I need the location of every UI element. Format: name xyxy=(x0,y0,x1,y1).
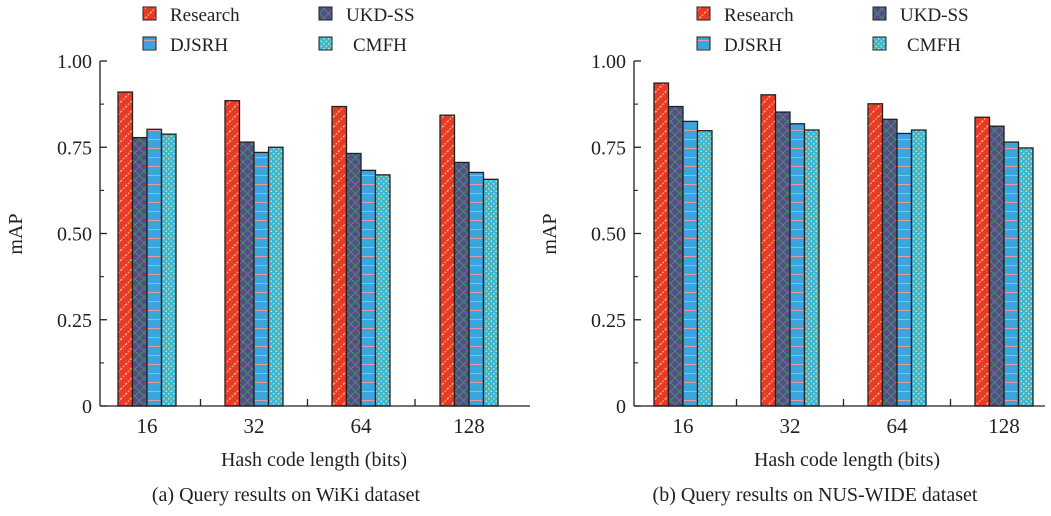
x-tick-label: 16 xyxy=(137,414,158,438)
bar-ukdss-128 xyxy=(453,161,470,407)
y-tick-label: 0.75 xyxy=(591,137,626,159)
legend-label-ukdss: UKD-SS xyxy=(900,5,969,26)
y-tick-label: 1.00 xyxy=(57,51,92,73)
bar-djsrh-128 xyxy=(1003,141,1020,407)
legend-label-djsrh: DJSRH xyxy=(170,35,228,56)
bar-cmfh-16 xyxy=(160,133,177,407)
bar-cmfh-128 xyxy=(482,178,499,407)
chart-panel-a: Research UKD-SS DJSRH CMFH 0 0.25 0.50 0.75… xyxy=(5,5,530,506)
y-tick-label: 0 xyxy=(616,396,626,418)
bar-ukdss-32 xyxy=(238,141,255,407)
x-tick-label: 64 xyxy=(351,414,373,438)
y-tick-label: 0.75 xyxy=(57,137,92,159)
bar-ukdss-16 xyxy=(667,105,684,407)
y-axis-label-a: mAP xyxy=(5,213,27,254)
bar-djsrh-64 xyxy=(360,169,377,407)
x-tick-label: 16 xyxy=(673,414,694,438)
x-tick-label: 128 xyxy=(988,414,1020,438)
legend-label-cmfh: CMFH xyxy=(907,35,961,56)
bar-djsrh-32 xyxy=(253,151,270,407)
legend-label-research: Research xyxy=(724,5,794,26)
bar-djsrh-16 xyxy=(146,128,163,407)
chart-panel-b: Research UKD-SS DJSRH CMFH 0 0.25 0.50 0.75… xyxy=(539,5,1045,506)
bar-cmfh-32 xyxy=(803,129,820,407)
bar-research-128 xyxy=(974,116,991,407)
bar-cmfh-128 xyxy=(1017,147,1034,407)
legend-swatch-ukdss xyxy=(318,6,333,21)
plot-area-b: 0 0.25 0.50 0.75 1.00 16 32 64 128 xyxy=(591,51,1045,438)
bar-djsrh-64 xyxy=(896,132,913,407)
bar-ukdss-128 xyxy=(988,125,1005,407)
bar-cmfh-32 xyxy=(267,146,284,407)
bar-ukdss-64 xyxy=(881,118,898,407)
bar-cmfh-64 xyxy=(374,174,391,407)
legend-swatch-cmfh xyxy=(318,36,333,51)
caption-b: (b) Query results on NUS-WIDE dataset xyxy=(653,484,978,506)
legend-a: Research UKD-SS DJSRH CMFH xyxy=(142,5,415,56)
x-tick-label: 64 xyxy=(887,414,909,438)
bar-research-32 xyxy=(224,100,241,407)
bar-research-64 xyxy=(331,105,348,407)
legend-swatch-cmfh xyxy=(872,36,887,51)
bar-djsrh-32 xyxy=(789,123,806,407)
x-tick-label: 128 xyxy=(453,414,485,438)
legend-swatch-djsrh xyxy=(142,36,157,51)
bar-djsrh-128 xyxy=(468,171,485,407)
bar-research-16 xyxy=(653,82,670,407)
caption-a: (a) Query results on WiKi dataset xyxy=(152,484,421,506)
legend-label-ukdss: UKD-SS xyxy=(346,5,415,26)
bar-djsrh-16 xyxy=(682,120,699,407)
bar-research-64 xyxy=(867,103,884,407)
y-tick-label: 1.00 xyxy=(591,51,626,73)
bar-research-16 xyxy=(117,91,134,407)
y-tick-label: 0.25 xyxy=(57,310,92,332)
legend-swatch-djsrh xyxy=(696,36,711,51)
y-axis-label-b: mAP xyxy=(539,213,561,254)
bar-cmfh-64 xyxy=(910,129,927,407)
plot-area-a: 0 0.25 0.50 0.75 1.00 16 32 64 128 xyxy=(57,51,530,438)
y-tick-label: 0.50 xyxy=(591,224,626,246)
bar-ukdss-16 xyxy=(131,136,148,407)
x-tick-label: 32 xyxy=(244,414,265,438)
legend-swatch-ukdss xyxy=(872,6,887,21)
bar-ukdss-64 xyxy=(345,152,362,407)
bar-research-128 xyxy=(439,114,456,407)
legend-label-research: Research xyxy=(170,5,240,26)
legend-swatch-research xyxy=(696,6,711,21)
y-tick-label: 0.25 xyxy=(591,310,626,332)
bar-cmfh-16 xyxy=(696,130,713,407)
bar-ukdss-32 xyxy=(774,111,791,407)
legend-b: Research UKD-SS DJSRH CMFH xyxy=(696,5,969,56)
x-tick-label: 32 xyxy=(780,414,801,438)
x-axis-label-a: Hash code length (bits) xyxy=(221,449,407,471)
legend-label-cmfh: CMFH xyxy=(353,35,407,56)
x-axis-label-b: Hash code length (bits) xyxy=(754,449,940,471)
legend-label-djsrh: DJSRH xyxy=(724,35,782,56)
y-tick-label: 0.50 xyxy=(57,224,92,246)
legend-swatch-research xyxy=(142,6,157,21)
bar-research-32 xyxy=(760,94,777,407)
y-tick-label: 0 xyxy=(82,396,92,418)
